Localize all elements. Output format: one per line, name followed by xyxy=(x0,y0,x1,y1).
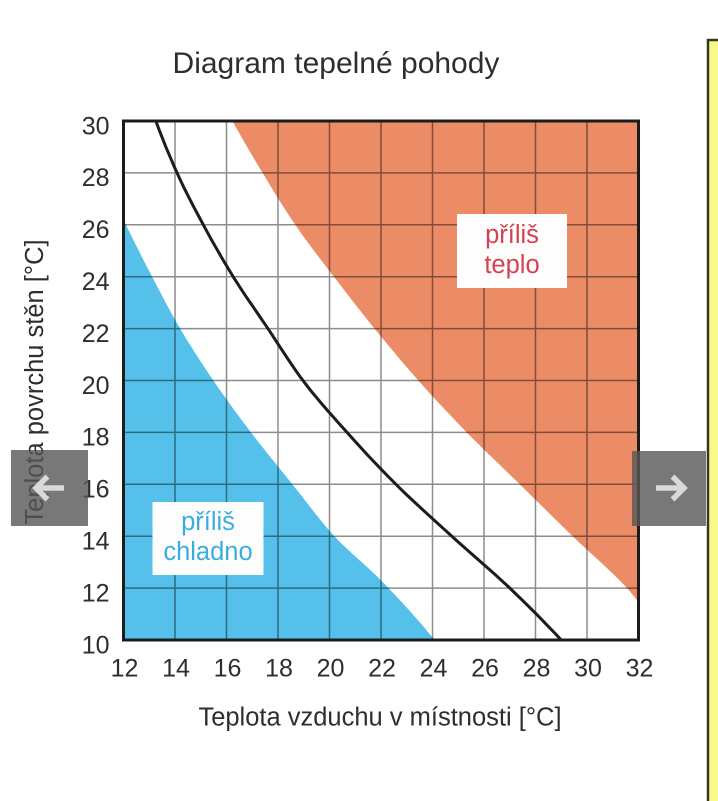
svg-text:30: 30 xyxy=(574,655,602,683)
svg-text:16: 16 xyxy=(214,655,242,683)
svg-text:26: 26 xyxy=(471,655,499,683)
svg-text:12: 12 xyxy=(82,579,110,607)
svg-text:26: 26 xyxy=(82,216,110,244)
svg-text:příliš: příliš xyxy=(181,508,235,536)
svg-text:18: 18 xyxy=(82,424,110,452)
svg-text:30: 30 xyxy=(82,112,110,140)
svg-text:teplo: teplo xyxy=(484,251,539,279)
svg-text:10: 10 xyxy=(82,631,110,659)
svg-text:22: 22 xyxy=(82,320,110,348)
svg-text:20: 20 xyxy=(82,372,110,400)
svg-text:chladno: chladno xyxy=(163,538,252,566)
svg-text:18: 18 xyxy=(265,655,293,683)
svg-text:14: 14 xyxy=(82,528,110,556)
svg-text:20: 20 xyxy=(317,655,345,683)
svg-text:22: 22 xyxy=(368,655,396,683)
svg-text:24: 24 xyxy=(420,655,448,683)
svg-text:24: 24 xyxy=(82,268,110,296)
svg-text:28: 28 xyxy=(523,655,551,683)
svg-text:Diagram tepelné pohody: Diagram tepelné pohody xyxy=(173,47,500,80)
svg-text:14: 14 xyxy=(162,655,190,683)
svg-text:příliš: příliš xyxy=(485,221,539,249)
svg-text:Teplota vzduchu v místnosti [°: Teplota vzduchu v místnosti [°C] xyxy=(198,704,561,732)
svg-text:32: 32 xyxy=(626,655,654,683)
svg-text:12: 12 xyxy=(111,655,139,683)
svg-text:28: 28 xyxy=(82,164,110,192)
